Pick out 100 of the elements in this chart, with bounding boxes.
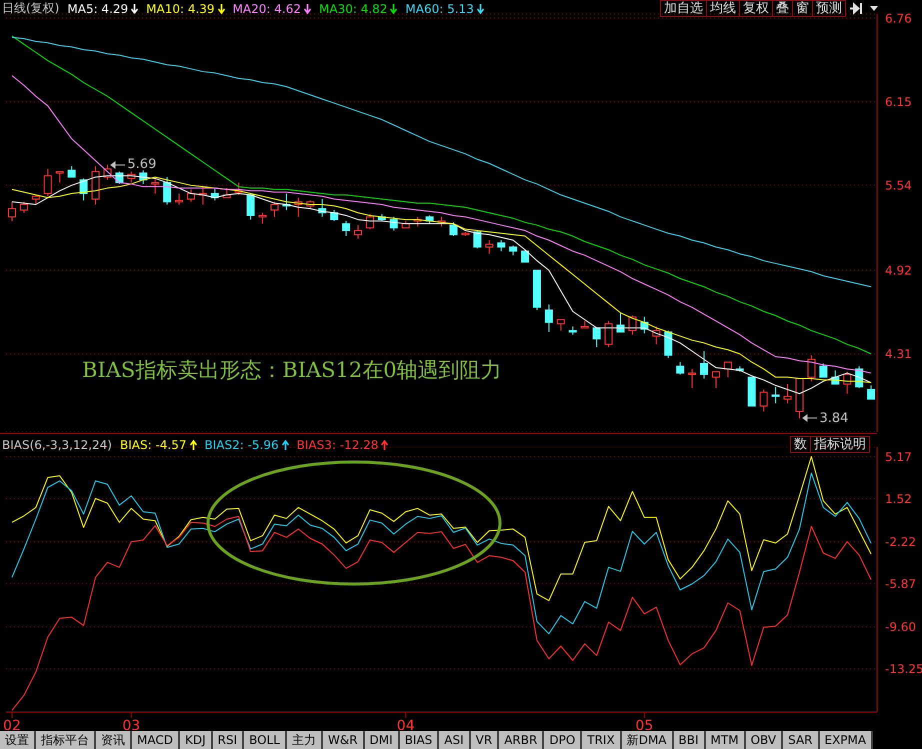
text: MACD <box>132 731 180 749</box>
candlestick <box>270 201 278 218</box>
annotation: 5.69 <box>127 157 156 172</box>
text: TRIX <box>582 731 622 749</box>
chart-title: BIAS(6,-3,3,12,24) <box>2 438 112 452</box>
x-tick-label: 03 <box>122 718 140 734</box>
candlestick <box>342 220 350 237</box>
candlestick <box>473 230 482 249</box>
y-tick-label: 1.52 <box>885 492 912 506</box>
candlestick <box>604 320 613 348</box>
legend-label: BIAS2: -5.96 <box>204 438 280 452</box>
legend-label: MA60: 5.13 <box>405 2 475 16</box>
annotation: 数 <box>790 436 811 453</box>
candlestick <box>366 214 374 230</box>
y-tick-label: 4.92 <box>885 264 912 278</box>
candlestick <box>700 350 708 380</box>
annotation: 预测 <box>812 0 846 17</box>
x-tick-label: 05 <box>635 718 654 734</box>
candlestick <box>772 386 780 404</box>
chart-title: 日线(复权) <box>2 0 60 17</box>
candlestick <box>724 362 732 378</box>
candlestick <box>56 171 64 184</box>
legend-label: MA20: 4.62 <box>232 2 302 16</box>
candlestick <box>509 245 518 256</box>
y-tick-label: 6.15 <box>885 94 912 109</box>
candlestick <box>68 166 76 178</box>
candlestick <box>544 304 553 332</box>
candlestick <box>688 368 696 389</box>
candlestick <box>497 240 506 252</box>
legend-label: MA30: 4.82 <box>319 2 388 16</box>
candlestick <box>521 249 530 263</box>
y-tick-label: -9.60 <box>885 620 916 634</box>
text: BOLL <box>244 731 287 749</box>
candlestick <box>258 212 267 224</box>
text: EXPMA <box>820 731 874 749</box>
candlestick <box>390 216 398 232</box>
annotation: 3.84 <box>819 410 848 426</box>
text: ARBR <box>499 731 544 749</box>
candlestick <box>246 193 255 220</box>
y-tick-label: -5.87 <box>885 577 916 592</box>
line-series <box>11 36 872 288</box>
annotation: 均线 <box>706 0 740 17</box>
candlestick <box>592 327 601 348</box>
annotation: 窗 <box>792 0 813 17</box>
candlestick <box>784 384 792 404</box>
candlestick <box>163 176 172 205</box>
line-series <box>11 472 872 634</box>
text: 新DMA <box>622 731 674 749</box>
candlestick <box>186 188 195 202</box>
candlestick <box>556 319 565 332</box>
annotation: 叠 <box>772 0 793 17</box>
candlestick <box>175 193 184 205</box>
line-series <box>11 456 872 602</box>
text: KDJ <box>180 731 213 749</box>
text: BBI <box>674 731 706 749</box>
candlestick <box>151 176 160 194</box>
candlestick <box>712 371 720 389</box>
candlestick <box>354 224 362 240</box>
text: DMI <box>370 733 393 747</box>
line-series <box>11 516 872 711</box>
x-tick-label: 02 <box>3 718 21 734</box>
text: VR <box>470 731 500 749</box>
annotation: 复权 <box>739 0 773 17</box>
line-series <box>11 35 872 354</box>
y-tick-label: 4.31 <box>885 347 912 362</box>
candlestick <box>867 384 876 400</box>
text: DPO <box>544 731 582 749</box>
text: SAR <box>783 731 820 749</box>
legend-label: MA10: 4.39 <box>146 2 216 16</box>
candlestick <box>819 362 828 378</box>
text: ASI <box>439 731 471 749</box>
y-tick-label: 5.17 <box>885 450 912 464</box>
y-tick-label: 6.76 <box>885 11 912 26</box>
candlestick <box>32 194 40 205</box>
candlestick <box>760 389 768 412</box>
candlestick <box>676 362 684 375</box>
text: 设置 <box>0 731 36 749</box>
candlestick <box>449 222 458 237</box>
legend-label: BIAS: -4.57 <box>120 438 188 452</box>
legend-label: MA5: 4.29 <box>67 2 130 16</box>
candlestick <box>664 330 672 358</box>
candlestick <box>20 201 28 214</box>
candlestick <box>807 354 816 382</box>
y-tick-label: 5.54 <box>885 178 912 193</box>
text: W&R <box>322 731 365 749</box>
text: OBV <box>746 731 784 749</box>
text: 指标平台 <box>36 731 96 749</box>
text: 资讯 <box>96 731 132 749</box>
x-tick-label: 04 <box>396 718 415 734</box>
candlestick <box>8 201 16 222</box>
legend-label: BIAS3: -12.28 <box>296 438 380 452</box>
candlestick <box>485 240 494 254</box>
text: RSI <box>212 731 244 749</box>
text: BIAS <box>400 731 440 749</box>
annotation: 指标说明 <box>810 436 870 453</box>
candlestick <box>44 168 52 197</box>
annotation: 加自选 <box>660 0 707 17</box>
y-tick-label: -2.22 <box>885 534 916 549</box>
candlestick <box>330 209 338 222</box>
text: MTM <box>706 731 746 749</box>
